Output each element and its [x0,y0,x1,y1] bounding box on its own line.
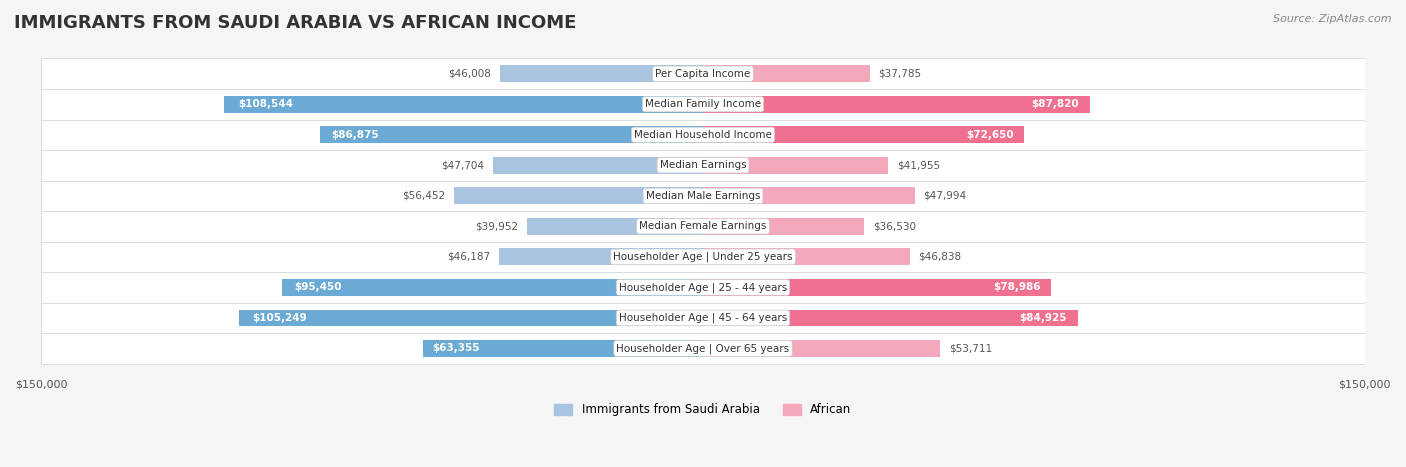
Text: Median Female Earnings: Median Female Earnings [640,221,766,231]
Text: $37,785: $37,785 [879,69,922,79]
FancyBboxPatch shape [41,58,1365,89]
Text: Householder Age | Under 25 years: Householder Age | Under 25 years [613,252,793,262]
Text: $46,008: $46,008 [449,69,491,79]
Text: Householder Age | Over 65 years: Householder Age | Over 65 years [616,343,790,354]
Bar [283,279,703,296]
Bar [454,187,703,204]
Text: $87,820: $87,820 [1031,99,1078,109]
FancyBboxPatch shape [41,272,1365,303]
Text: $86,875: $86,875 [332,130,378,140]
Bar [703,127,1024,143]
Text: $47,704: $47,704 [440,160,484,170]
Text: Householder Age | 25 - 44 years: Householder Age | 25 - 44 years [619,282,787,293]
Text: $95,450: $95,450 [294,283,342,292]
Bar [703,65,870,82]
Text: $47,994: $47,994 [924,191,967,201]
Text: $46,187: $46,187 [447,252,491,262]
FancyBboxPatch shape [41,120,1365,150]
Text: Median Earnings: Median Earnings [659,160,747,170]
Text: Per Capita Income: Per Capita Income [655,69,751,79]
Bar [703,218,865,235]
FancyBboxPatch shape [41,89,1365,120]
Text: $53,711: $53,711 [949,343,991,354]
Text: IMMIGRANTS FROM SAUDI ARABIA VS AFRICAN INCOME: IMMIGRANTS FROM SAUDI ARABIA VS AFRICAN … [14,14,576,32]
Bar [703,279,1052,296]
Bar [492,157,703,174]
Bar [499,248,703,265]
Text: Median Family Income: Median Family Income [645,99,761,109]
Text: Median Male Earnings: Median Male Earnings [645,191,761,201]
Text: $108,544: $108,544 [239,99,294,109]
Text: Median Household Income: Median Household Income [634,130,772,140]
Bar [501,65,703,82]
FancyBboxPatch shape [41,303,1365,333]
Bar [239,310,703,326]
Text: $36,530: $36,530 [873,221,915,231]
Bar [423,340,703,357]
Bar [703,248,910,265]
Text: Householder Age | 45 - 64 years: Householder Age | 45 - 64 years [619,313,787,323]
Bar [703,96,1091,113]
Bar [703,187,915,204]
FancyBboxPatch shape [41,241,1365,272]
Bar [319,127,703,143]
FancyBboxPatch shape [41,211,1365,241]
Text: $84,925: $84,925 [1019,313,1066,323]
Legend: Immigrants from Saudi Arabia, African: Immigrants from Saudi Arabia, African [550,399,856,421]
Bar [527,218,703,235]
Text: $46,838: $46,838 [918,252,962,262]
FancyBboxPatch shape [41,181,1365,211]
FancyBboxPatch shape [41,333,1365,364]
Text: $56,452: $56,452 [402,191,446,201]
Text: Source: ZipAtlas.com: Source: ZipAtlas.com [1274,14,1392,24]
FancyBboxPatch shape [41,150,1365,181]
Text: $39,952: $39,952 [475,221,517,231]
Text: $72,650: $72,650 [966,130,1014,140]
Bar [703,310,1077,326]
Bar [703,157,889,174]
Text: $105,249: $105,249 [253,313,308,323]
Text: $63,355: $63,355 [432,343,479,354]
Text: $41,955: $41,955 [897,160,941,170]
Bar [224,96,703,113]
Text: $78,986: $78,986 [994,283,1040,292]
Bar [703,340,941,357]
